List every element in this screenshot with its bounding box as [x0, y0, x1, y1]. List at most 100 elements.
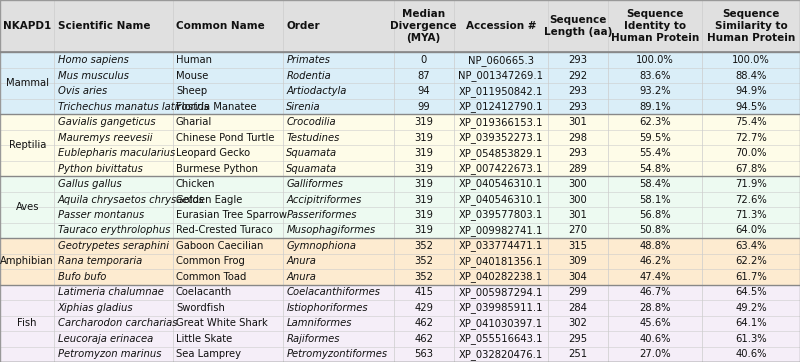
- Bar: [0, 238, 800, 254]
- Text: Sheep: Sheep: [176, 86, 207, 96]
- Text: 61.3%: 61.3%: [735, 334, 767, 344]
- Text: Sequence
Similarity to
Human Protein: Sequence Similarity to Human Protein: [707, 9, 795, 43]
- Text: Trichechus manatus latirostris: Trichechus manatus latirostris: [58, 102, 209, 111]
- Text: XP_055516643.1: XP_055516643.1: [458, 333, 543, 344]
- Text: Accipitriformes: Accipitriformes: [286, 194, 362, 205]
- Text: 67.8%: 67.8%: [735, 164, 767, 173]
- Text: Testudines: Testudines: [286, 132, 340, 143]
- Text: Burmese Python: Burmese Python: [176, 164, 258, 173]
- Text: XP_040546310.1: XP_040546310.1: [458, 178, 543, 189]
- Text: Aquila chrysaetos chrysaetos: Aquila chrysaetos chrysaetos: [58, 194, 204, 205]
- Text: 301: 301: [569, 117, 587, 127]
- Text: Accession #: Accession #: [466, 21, 536, 31]
- Text: Gaboon Caecilian: Gaboon Caecilian: [176, 241, 263, 251]
- Text: Tauraco erythrolophus: Tauraco erythrolophus: [58, 226, 170, 235]
- Text: 292: 292: [569, 71, 587, 81]
- Text: Lamniformes: Lamniformes: [286, 318, 352, 328]
- Text: 63.4%: 63.4%: [735, 241, 767, 251]
- Text: 94.5%: 94.5%: [735, 102, 767, 111]
- Text: NKAPD1: NKAPD1: [3, 21, 51, 31]
- Bar: [0, 146, 800, 161]
- Text: 27.0%: 27.0%: [639, 349, 671, 359]
- Text: 70.0%: 70.0%: [735, 148, 767, 158]
- Text: Red-Crested Turaco: Red-Crested Turaco: [176, 226, 273, 235]
- Bar: [0, 68, 800, 84]
- Text: Leopard Gecko: Leopard Gecko: [176, 148, 250, 158]
- Text: 46.7%: 46.7%: [639, 287, 671, 297]
- Text: Istiophoriformes: Istiophoriformes: [286, 303, 368, 313]
- Text: 299: 299: [569, 287, 587, 297]
- Bar: [0, 0, 800, 52]
- Text: Sirenia: Sirenia: [286, 102, 321, 111]
- Bar: [0, 83, 800, 99]
- Text: 62.2%: 62.2%: [735, 256, 767, 266]
- Text: 99: 99: [418, 102, 430, 111]
- Text: 319: 319: [414, 132, 433, 143]
- Bar: [0, 52, 800, 68]
- Text: 293: 293: [569, 102, 587, 111]
- Text: 94: 94: [418, 86, 430, 96]
- Text: 295: 295: [569, 334, 587, 344]
- Text: Coelacanthiformes: Coelacanthiformes: [286, 287, 381, 297]
- Text: 415: 415: [414, 287, 433, 297]
- Text: XP_041030397.1: XP_041030397.1: [458, 318, 543, 329]
- Text: XP_012412790.1: XP_012412790.1: [458, 101, 543, 112]
- Text: 319: 319: [414, 148, 433, 158]
- Bar: [0, 99, 800, 114]
- Text: 301: 301: [569, 210, 587, 220]
- Bar: [0, 331, 800, 346]
- Text: Carcharodon carcharias: Carcharodon carcharias: [58, 318, 177, 328]
- Text: Bufo bufo: Bufo bufo: [58, 272, 106, 282]
- Text: NP_060665.3: NP_060665.3: [468, 55, 534, 66]
- Text: Chinese Pond Turtle: Chinese Pond Turtle: [176, 132, 274, 143]
- Text: Artiodactyla: Artiodactyla: [286, 86, 346, 96]
- Text: Gallus gallus: Gallus gallus: [58, 179, 122, 189]
- Bar: [0, 176, 800, 192]
- Bar: [0, 223, 800, 238]
- Text: 58.1%: 58.1%: [639, 194, 671, 205]
- Text: 54.8%: 54.8%: [639, 164, 671, 173]
- Text: 72.7%: 72.7%: [735, 132, 767, 143]
- Text: 94.9%: 94.9%: [735, 86, 767, 96]
- Text: 293: 293: [569, 148, 587, 158]
- Text: XP_039352273.1: XP_039352273.1: [458, 132, 543, 143]
- Text: 59.5%: 59.5%: [639, 132, 671, 143]
- Text: Xiphias gladius: Xiphias gladius: [58, 303, 134, 313]
- Text: 88.4%: 88.4%: [735, 71, 767, 81]
- Text: XP_033774471.1: XP_033774471.1: [458, 240, 543, 251]
- Text: 289: 289: [569, 164, 587, 173]
- Text: Common Frog: Common Frog: [176, 256, 245, 266]
- Text: Great White Shark: Great White Shark: [176, 318, 268, 328]
- Text: 251: 251: [569, 349, 587, 359]
- Text: 319: 319: [414, 210, 433, 220]
- Text: 298: 298: [569, 132, 587, 143]
- Text: Florida Manatee: Florida Manatee: [176, 102, 257, 111]
- Text: 40.6%: 40.6%: [639, 334, 671, 344]
- Text: 100.0%: 100.0%: [636, 55, 674, 65]
- Text: XP_007422673.1: XP_007422673.1: [458, 163, 543, 174]
- Text: 71.3%: 71.3%: [735, 210, 767, 220]
- Text: 89.1%: 89.1%: [639, 102, 671, 111]
- Text: XP_005987294.1: XP_005987294.1: [458, 287, 543, 298]
- Text: Sequence
Length (aa): Sequence Length (aa): [544, 15, 612, 37]
- Text: 48.8%: 48.8%: [639, 241, 671, 251]
- Text: 47.4%: 47.4%: [639, 272, 671, 282]
- Text: XP_019366153.1: XP_019366153.1: [458, 117, 543, 127]
- Bar: [0, 192, 800, 207]
- Bar: [0, 346, 800, 362]
- Text: XP_040546310.1: XP_040546310.1: [458, 194, 543, 205]
- Text: Reptilia: Reptilia: [9, 140, 46, 150]
- Text: Common Toad: Common Toad: [176, 272, 246, 282]
- Text: 293: 293: [569, 55, 587, 65]
- Text: XP_040282238.1: XP_040282238.1: [458, 272, 543, 282]
- Text: XP_054853829.1: XP_054853829.1: [458, 148, 543, 159]
- Text: 284: 284: [569, 303, 587, 313]
- Text: Sea Lamprey: Sea Lamprey: [176, 349, 241, 359]
- Text: XP_032820476.1: XP_032820476.1: [458, 349, 543, 360]
- Text: 46.2%: 46.2%: [639, 256, 671, 266]
- Text: 302: 302: [569, 318, 587, 328]
- Text: 462: 462: [414, 318, 433, 328]
- Bar: [0, 285, 800, 300]
- Text: XP_009982741.1: XP_009982741.1: [458, 225, 543, 236]
- Bar: [0, 130, 800, 145]
